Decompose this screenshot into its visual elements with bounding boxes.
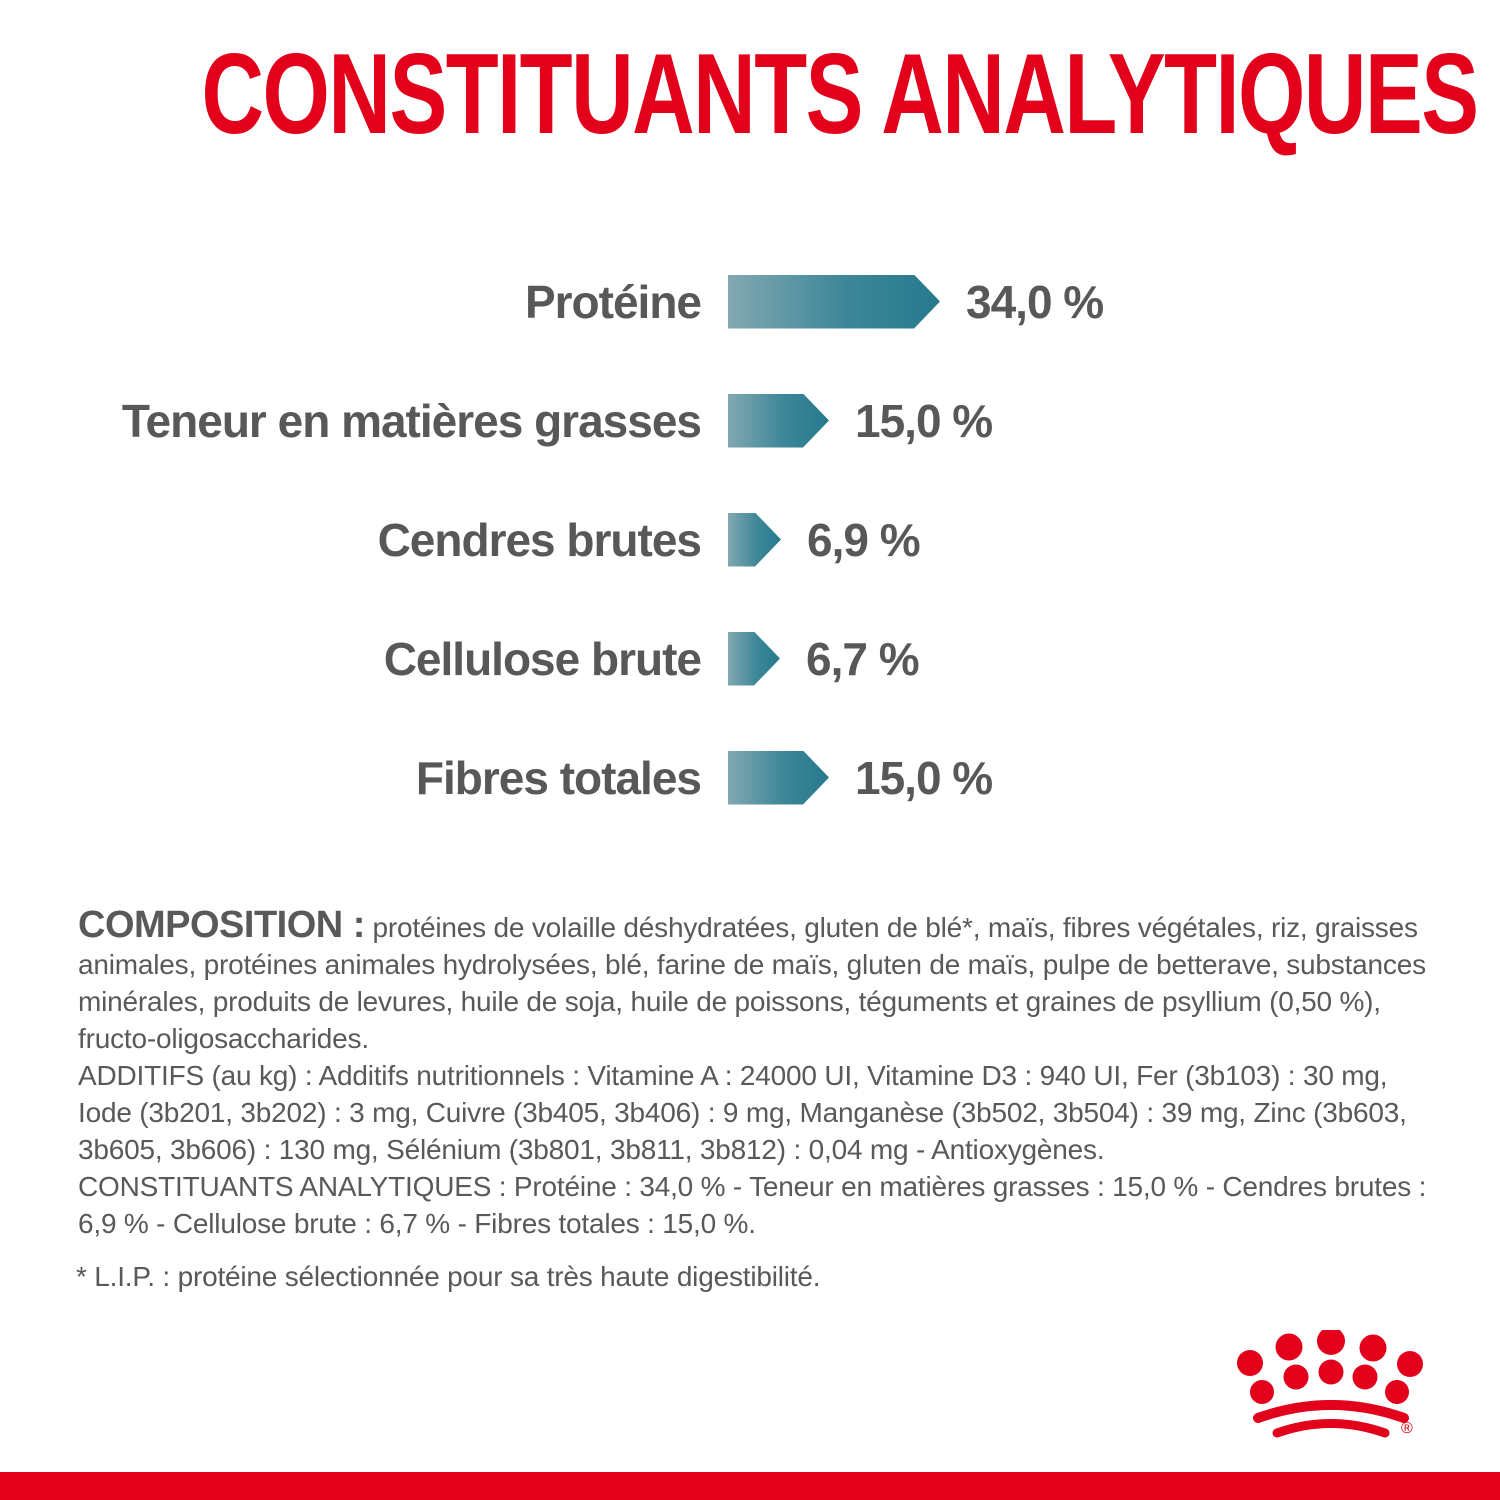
bar bbox=[728, 513, 781, 567]
bar bbox=[728, 632, 780, 686]
bar-value: 15,0 % bbox=[855, 394, 993, 447]
bar-value: 15,0 % bbox=[855, 751, 993, 804]
bar-label: Cellulose brute bbox=[383, 632, 702, 685]
bar-label: Cendres brutes bbox=[377, 513, 702, 566]
page-title: CONSTITUANTS ANALYTIQUES bbox=[201, 31, 1479, 158]
bar-value: 6,9 % bbox=[807, 513, 921, 566]
composition-heading: COMPOSITION : bbox=[78, 904, 365, 946]
page-title-wrap: CONSTITUANTS ANALYTIQUES bbox=[0, 38, 1500, 152]
bar-value: 34,0 % bbox=[966, 275, 1104, 328]
registered-mark: ® bbox=[1401, 1420, 1413, 1437]
constituents-paragraph: CONSTITUANTS ANALYTIQUES : Protéine : 34… bbox=[78, 1171, 1427, 1239]
composition-body: protéines de volaille déshydratées, glut… bbox=[78, 912, 1426, 1054]
bar-label: Fibres totales bbox=[415, 751, 702, 804]
composition-text-block: COMPOSITION : protéines de volaille désh… bbox=[78, 906, 1430, 1242]
bar-value: 6,7 % bbox=[806, 632, 920, 685]
chart-row: Cendres brutes 6,9 % bbox=[0, 480, 1500, 599]
composition-paragraph: COMPOSITION : protéines de volaille désh… bbox=[78, 906, 1430, 1057]
additives-paragraph: ADDITIFS (au kg) : Additifs nutritionnel… bbox=[78, 1060, 1407, 1165]
chart-row: Protéine 34,0 % bbox=[0, 242, 1500, 361]
bar bbox=[728, 394, 829, 448]
bar-label: Protéine bbox=[524, 275, 702, 328]
chart-row: Teneur en matières grasses 15,0 % bbox=[0, 361, 1500, 480]
bar bbox=[728, 751, 829, 805]
bar-label: Teneur en matières grasses bbox=[121, 394, 702, 447]
lip-footnote: * L.I.P. : protéine sélectionnée pour sa… bbox=[76, 1261, 821, 1292]
chart-row: Cellulose brute 6,7 % bbox=[0, 599, 1500, 718]
bar bbox=[728, 275, 940, 329]
bottom-red-stripe bbox=[0, 1472, 1500, 1500]
analytical-constituents-chart: Protéine 34,0 % Teneur en matières grasses… bbox=[0, 242, 1500, 837]
chart-row: Fibres totales 15,0 % bbox=[0, 718, 1500, 837]
royal-canin-crown-icon: ® bbox=[1237, 1330, 1423, 1438]
